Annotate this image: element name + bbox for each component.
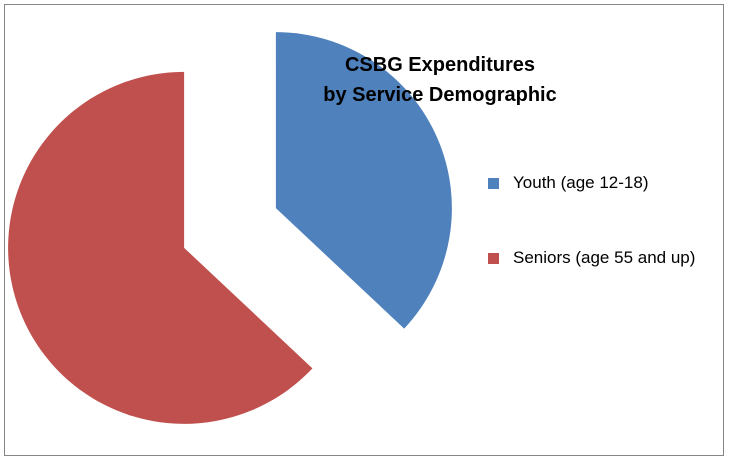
- chart-title-line-1: CSBG Expenditures: [344, 54, 536, 76]
- legend-label-youth: Youth (age 12-18): [513, 173, 649, 192]
- legend-swatch-seniors: [488, 253, 499, 264]
- pie-slice-seniors: [8, 71, 313, 424]
- legend-label-seniors: Seniors (age 55 and up): [513, 248, 696, 267]
- legend-swatch-youth: [488, 178, 499, 189]
- chart-title-line-2: by Service Demographic: [323, 84, 557, 106]
- pie-slice-youth: [275, 32, 452, 329]
- chart-title: CSBG Expenditures by Service Demographic: [295, 50, 585, 110]
- pie-slices: [8, 32, 452, 424]
